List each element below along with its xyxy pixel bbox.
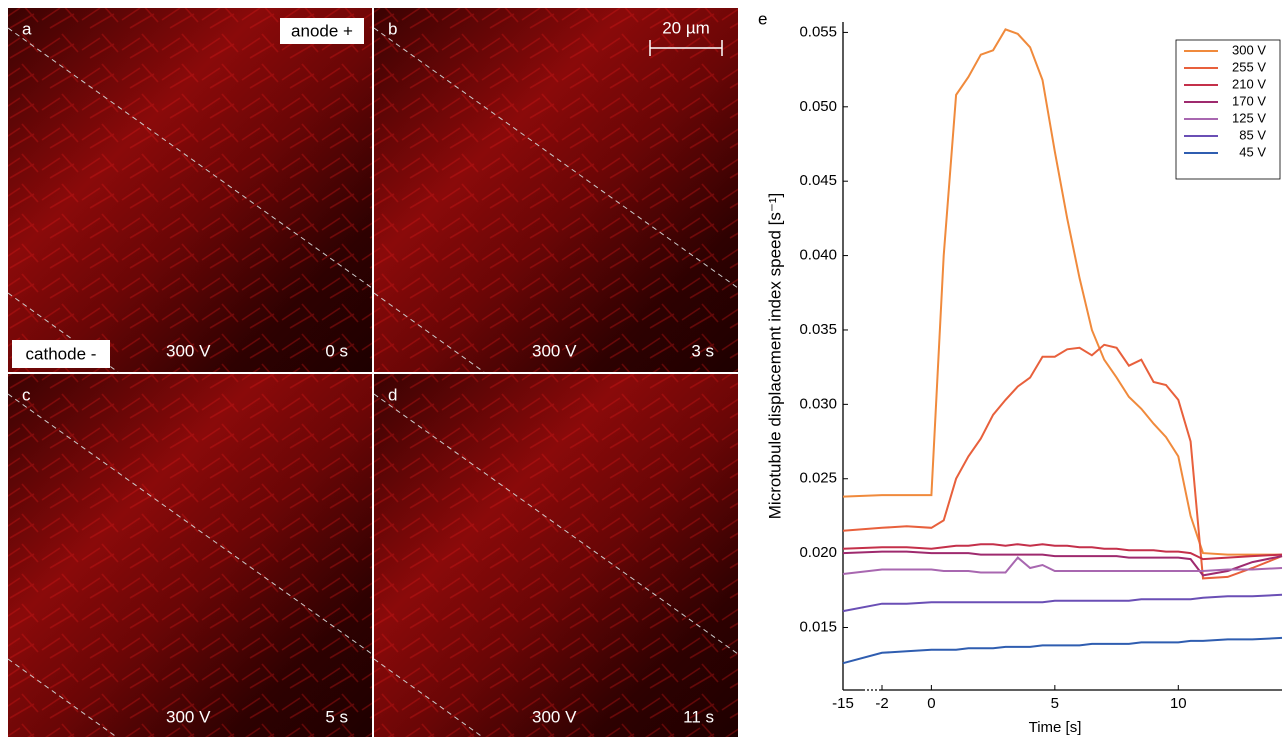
scale-bar-label: 20 µm: [662, 18, 710, 37]
channel-edge: [373, 393, 739, 655]
panel-letter: c: [22, 385, 31, 404]
filaments: [8, 8, 372, 372]
channel-edge: [7, 27, 373, 289]
voltage-label: 300 V: [166, 707, 211, 726]
channel-edge: [7, 393, 373, 655]
y-tick-label: 0.050: [799, 98, 837, 115]
legend-label: 255 V: [1232, 59, 1266, 74]
series-line: [842, 556, 1283, 575]
image-panel: a 300 V 0 s: [7, 8, 373, 373]
filaments: [374, 374, 738, 738]
series-line: [842, 636, 1283, 665]
y-tick-label: 0.030: [799, 395, 837, 412]
anode-label: anode +: [291, 21, 353, 40]
y-tick-label: 0.035: [799, 321, 837, 338]
image-panels: a 300 V 0 s b 300 V 3 s c 300 V 5 s d 300 V 11 s ano…: [7, 8, 739, 739]
label-box: [12, 340, 110, 368]
legend-label: 45 V: [1239, 144, 1266, 159]
channel-edge: [7, 658, 119, 739]
series-line: [842, 543, 1283, 561]
channel-edge: [373, 292, 485, 373]
y-tick-label: 0.025: [799, 470, 837, 487]
cathode-label: cathode -: [26, 344, 97, 363]
image-panel: b 300 V 3 s: [373, 8, 739, 373]
y-tick-label: 0.040: [799, 247, 837, 264]
y-tick-label: 0.055: [799, 23, 837, 40]
x-tick-label: 0: [927, 695, 935, 712]
y-tick-label: 0.015: [799, 618, 837, 635]
panel-letter: a: [22, 19, 32, 38]
time-label: 3 s: [691, 341, 714, 360]
voltage-label: 300 V: [532, 341, 577, 360]
series-line: [842, 28, 1282, 556]
channel-edge: [373, 27, 739, 289]
legend-label: 85 V: [1239, 127, 1266, 142]
x-axis-label: Time [s]: [1029, 719, 1082, 736]
voltage-label: 300 V: [532, 707, 577, 726]
image-panel: c 300 V 5 s: [7, 374, 373, 739]
filaments: [374, 8, 738, 372]
channel-edge: [373, 658, 485, 739]
y-axis-label: Microtubule displacement index speed [s⁻…: [765, 193, 784, 519]
y-tick-label: 0.045: [799, 172, 837, 189]
line-chart: 0.015 0.020 0.025 0.030 0.035 0.040 0.045 0.050…: [758, 9, 1283, 736]
series-line: [842, 593, 1283, 613]
x-tick-label: 5: [1051, 695, 1059, 712]
voltage-label: 300 V: [166, 341, 211, 360]
x-tick-label: -15: [832, 695, 854, 712]
legend-label: 170 V: [1232, 93, 1266, 108]
legend-label: 300 V: [1232, 42, 1266, 57]
panel-letter: b: [388, 19, 397, 38]
x-tick-label: 10: [1170, 695, 1187, 712]
scale-bar: [649, 40, 723, 56]
series-line: [842, 550, 1283, 577]
time-label: 0 s: [325, 341, 348, 360]
legend-label: 125 V: [1232, 110, 1266, 125]
legend-label: 210 V: [1232, 76, 1266, 91]
x-tick-label: -2: [875, 695, 888, 712]
y-tick-label: 0.020: [799, 544, 837, 561]
time-label: 11 s: [683, 707, 714, 726]
legend-box: [1175, 39, 1281, 180]
time-label: 5 s: [325, 707, 348, 726]
image-panel: d 300 V 11 s: [373, 374, 739, 739]
filaments: [8, 374, 372, 738]
panel-letter: d: [388, 385, 397, 404]
label-box: [280, 18, 364, 44]
series-line: [842, 343, 1283, 580]
panel-letter: e: [758, 9, 767, 28]
